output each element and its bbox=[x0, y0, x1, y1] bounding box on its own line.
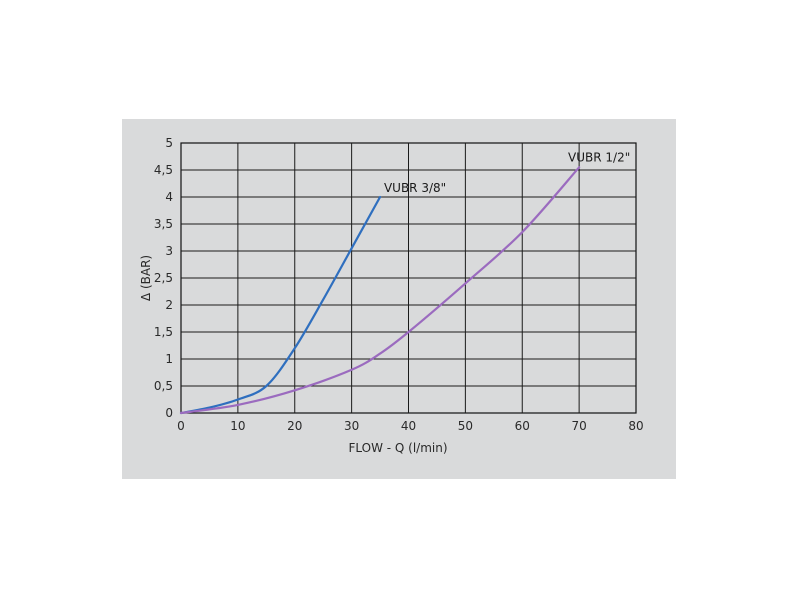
y-tick-label: 2 bbox=[165, 298, 173, 312]
y-axis-label: Δ (BAR) bbox=[139, 255, 153, 301]
x-tick-label: 60 bbox=[515, 419, 530, 433]
y-tick-label: 5 bbox=[165, 136, 173, 150]
grid bbox=[181, 143, 636, 413]
y-tick-label: 4 bbox=[165, 190, 173, 204]
x-tick-label: 70 bbox=[571, 419, 586, 433]
y-tick-label: 3 bbox=[165, 244, 173, 258]
x-tick-label: 80 bbox=[628, 419, 643, 433]
y-tick-label: 0,5 bbox=[154, 379, 173, 393]
x-tick-label: 20 bbox=[287, 419, 302, 433]
y-tick-label: 0 bbox=[165, 406, 173, 420]
y-tick-label: 3,5 bbox=[154, 217, 173, 231]
x-tick-label: 50 bbox=[458, 419, 473, 433]
series-line-1 bbox=[179, 195, 382, 415]
series: VUBR 3/8" VUBR 1/2" bbox=[179, 150, 630, 415]
y-tick-label: 2,5 bbox=[154, 271, 173, 285]
x-tick-label: 0 bbox=[177, 419, 185, 433]
y-tick-label: 1 bbox=[165, 352, 173, 366]
x-tick-label: 40 bbox=[401, 419, 416, 433]
series-label-2: VUBR 1/2" bbox=[568, 150, 630, 164]
x-tick-label: 10 bbox=[230, 419, 245, 433]
series-line-2 bbox=[179, 166, 581, 415]
x-tick-label: 30 bbox=[344, 419, 359, 433]
x-axis-label: FLOW - Q (l/min) bbox=[348, 441, 447, 455]
y-tick-label: 1,5 bbox=[154, 325, 173, 339]
series-label-1: VUBR 3/8" bbox=[384, 181, 446, 195]
tick-labels: 0 10 20 30 40 50 60 70 80 0 0,5 1 1,5 2 2,5 3 3,5 4 4,5 5 bbox=[154, 136, 644, 433]
y-tick-label: 4,5 bbox=[154, 163, 173, 177]
